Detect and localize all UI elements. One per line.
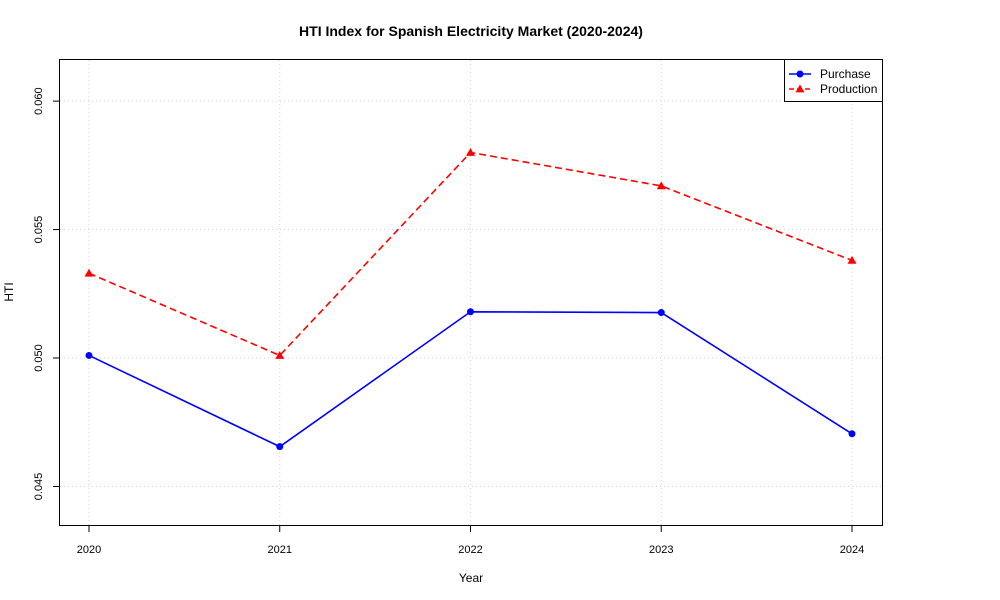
legend-item-purchase: Purchase [789,67,871,81]
x-tick-label: 2022 [458,544,482,556]
data-point-purchase [85,351,93,359]
data-point-purchase [848,430,856,438]
data-point-production [795,84,805,93]
x-tick-label: 2023 [649,544,673,556]
grid-lines [60,60,882,525]
legend-label: Purchase [820,67,871,81]
series-production [84,147,857,359]
data-point-production [84,268,94,277]
data-point-production [275,350,285,359]
chart-title: HTI Index for Spanish Electricity Market… [299,23,643,39]
y-axis-label: HTI [2,282,16,301]
y-tick-label: 0.060 [33,87,45,115]
legend-item-production: Production [789,82,877,96]
y-tick-label: 0.045 [33,473,45,501]
data-point-production [847,255,857,264]
x-axis: 2020 2021 2022 2023 2024 [77,525,864,556]
y-tick-label: 0.050 [33,344,45,372]
series-purchase [85,308,856,451]
data-point-purchase [657,309,665,317]
x-axis-label: Year [459,571,483,585]
y-tick-label: 0.055 [33,216,45,244]
y-axis: 0.045 0.050 0.055 0.060 [33,87,60,500]
data-point-production [466,147,475,156]
series-line-purchase [88,310,853,448]
data-point-purchase [467,308,474,316]
x-tick-label: 2024 [840,544,864,556]
series-layer [84,147,857,451]
x-tick-label: 2021 [268,544,292,556]
x-tick-label: 2020 [77,544,101,556]
legend-label: Production [820,82,877,96]
data-point-purchase [276,443,284,451]
data-point-purchase [796,70,804,78]
legend-box [784,59,883,102]
data-point-production [656,181,666,190]
